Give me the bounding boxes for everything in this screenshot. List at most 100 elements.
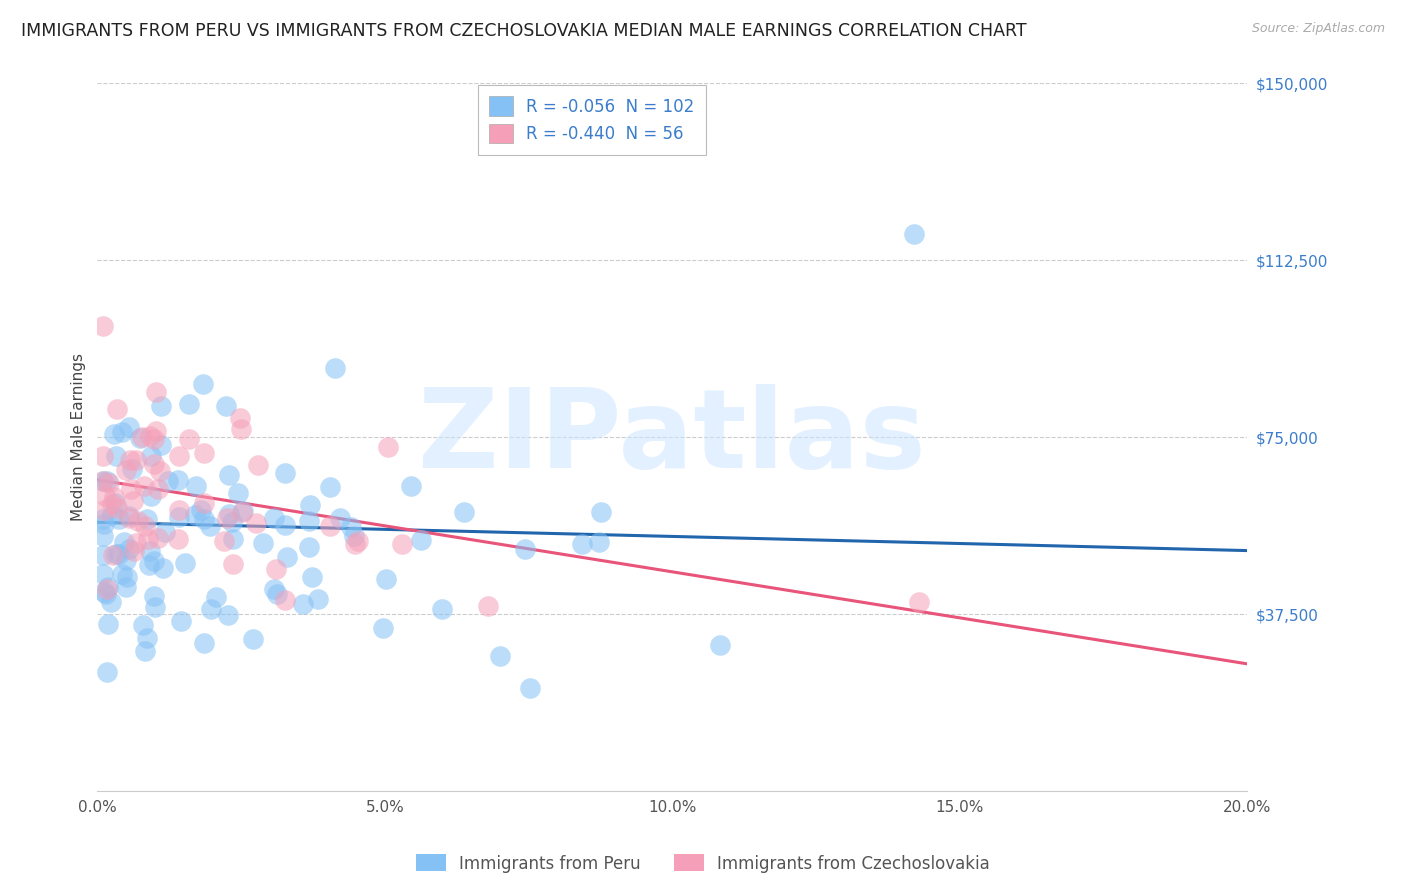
Point (198, 519, 221, 533)
Point (134, 519, 156, 533)
Y-axis label: Median Male Earnings: Median Male Earnings (72, 353, 86, 521)
Point (118, 420, 141, 434)
Point (104, 547, 127, 561)
Point (432, 602, 454, 616)
Point (377, 440, 399, 454)
Point (91, 450, 114, 464)
Point (142, 589, 165, 603)
Point (709, 638, 731, 652)
Point (136, 532, 159, 546)
Point (152, 561, 174, 575)
Point (588, 534, 610, 549)
Point (96, 474, 118, 488)
Point (125, 536, 148, 550)
Point (246, 458, 269, 473)
Point (375, 572, 398, 586)
Point (589, 506, 612, 520)
Point (91, 567, 114, 582)
Point (193, 445, 215, 459)
Point (93, 517, 115, 532)
Point (218, 508, 240, 522)
Point (134, 644, 156, 658)
Point (329, 511, 352, 525)
Point (138, 558, 160, 573)
Point (153, 524, 176, 539)
Point (184, 478, 207, 492)
Point (143, 432, 166, 446)
Point (266, 587, 288, 601)
Point (193, 496, 215, 510)
Point (226, 486, 249, 500)
Point (138, 544, 160, 558)
Point (115, 553, 138, 567)
Point (150, 399, 173, 413)
Point (101, 548, 124, 562)
Point (93, 489, 115, 503)
Point (217, 607, 239, 622)
Point (100, 595, 122, 609)
Point (127, 514, 149, 528)
Point (143, 457, 166, 471)
Point (129, 431, 152, 445)
Point (343, 529, 366, 543)
Point (131, 429, 153, 443)
Point (179, 432, 201, 446)
Point (166, 473, 188, 487)
Point (346, 533, 368, 548)
Point (298, 514, 321, 528)
Point (97, 617, 120, 632)
Point (121, 482, 143, 496)
Point (274, 466, 297, 480)
Point (391, 537, 413, 551)
Point (108, 547, 131, 561)
Point (97, 580, 120, 594)
Point (228, 411, 250, 425)
Point (274, 517, 297, 532)
Point (222, 533, 245, 547)
Point (91, 528, 114, 542)
Point (103, 491, 125, 505)
Point (242, 632, 264, 647)
Point (112, 535, 135, 549)
Point (167, 532, 190, 546)
Point (298, 498, 321, 512)
Point (143, 599, 166, 614)
Point (193, 512, 215, 526)
Point (340, 519, 363, 533)
Point (136, 631, 159, 645)
Point (132, 617, 155, 632)
Point (96, 665, 118, 680)
Point (139, 489, 162, 503)
Point (93, 585, 115, 599)
Point (232, 504, 254, 518)
Point (100, 497, 122, 511)
Point (111, 566, 134, 581)
Legend: R = -0.056  N = 102, R = -0.440  N = 56: R = -0.056 N = 102, R = -0.440 N = 56 (478, 85, 706, 155)
Point (167, 503, 190, 517)
Point (115, 580, 138, 594)
Point (118, 541, 141, 556)
Point (323, 360, 346, 375)
Point (149, 438, 172, 452)
Point (145, 384, 167, 399)
Point (94, 587, 117, 601)
Point (319, 518, 342, 533)
Point (157, 474, 180, 488)
Point (96, 582, 118, 596)
Point (453, 505, 475, 519)
Point (215, 399, 238, 413)
Point (104, 496, 127, 510)
Point (105, 500, 128, 515)
Point (146, 482, 169, 496)
Point (266, 562, 288, 576)
Text: Source: ZipAtlas.com: Source: ZipAtlas.com (1251, 22, 1385, 36)
Point (212, 533, 235, 548)
Point (571, 537, 593, 551)
Point (291, 598, 314, 612)
Point (108, 511, 131, 525)
Point (519, 681, 541, 695)
Point (101, 508, 124, 523)
Point (135, 512, 157, 526)
Point (139, 429, 162, 443)
Text: ZIPatlas: ZIPatlas (419, 384, 927, 491)
